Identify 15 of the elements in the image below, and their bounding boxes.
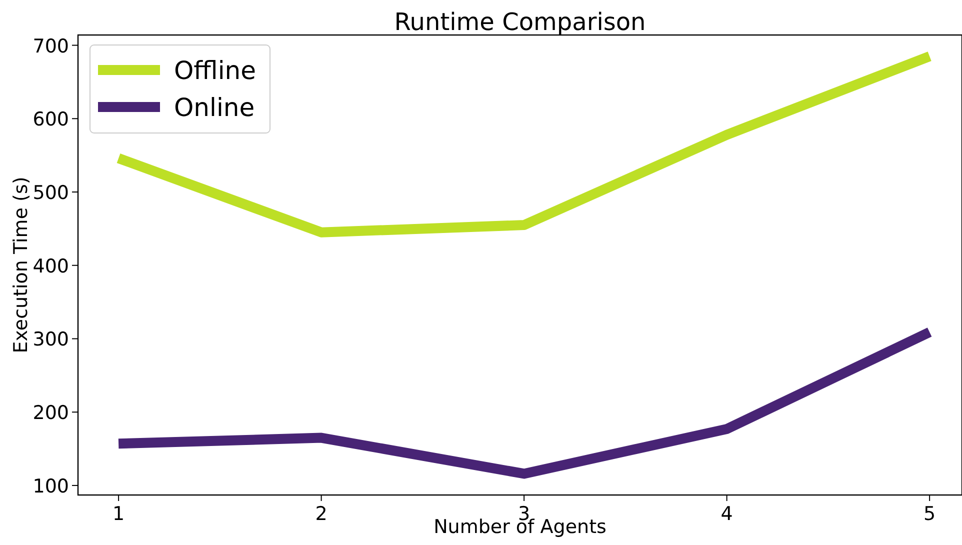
x-tick-label: 2 <box>315 503 328 525</box>
y-tick-label: 400 <box>32 255 69 278</box>
x-tick-label: 5 <box>924 503 936 525</box>
y-tick-label: 100 <box>32 475 69 498</box>
chart-title: Runtime Comparison <box>394 8 646 36</box>
x-tick-label: 1 <box>112 503 125 525</box>
legend-label: Offline <box>174 56 256 85</box>
y-tick-label: 200 <box>32 402 69 424</box>
y-axis-title: Execution Time (s) <box>10 176 32 354</box>
x-tick-label: 4 <box>720 503 733 525</box>
y-tick-label: 300 <box>32 328 69 351</box>
y-tick-label: 700 <box>32 35 69 58</box>
legend-label: Online <box>174 93 255 122</box>
y-tick-label: 500 <box>32 182 69 204</box>
y-tick-label: 600 <box>32 108 69 131</box>
